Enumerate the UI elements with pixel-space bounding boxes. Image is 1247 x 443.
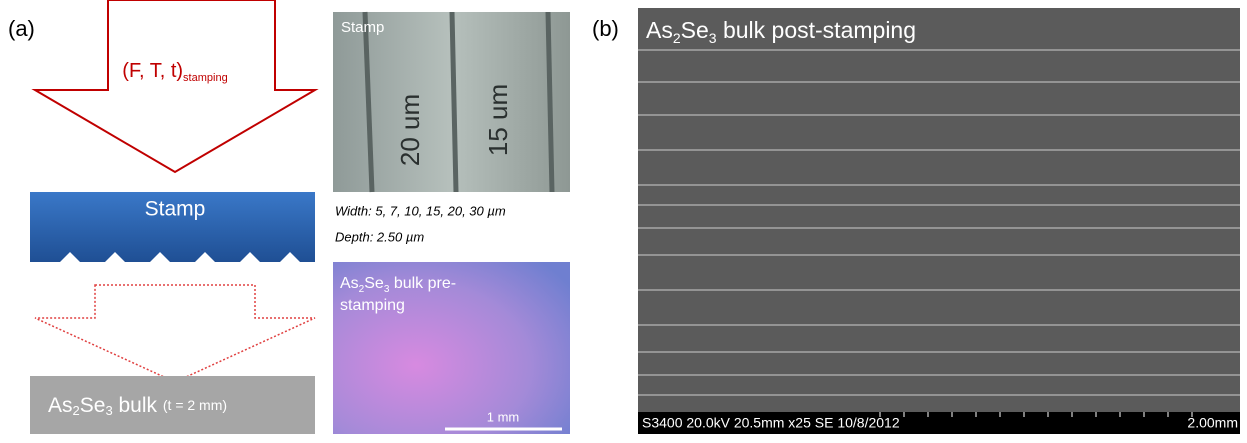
text-part: (t = 2 mm) (163, 397, 227, 413)
text-part: 2 (73, 403, 80, 418)
text-part: As (48, 394, 73, 417)
stamp-label: Stamp (145, 198, 206, 221)
text-part: 3 (105, 403, 112, 418)
figure: (a) (F, T, t)stamping Stamp As2Se3 bulk … (0, 0, 1247, 438)
release-arrow (35, 285, 315, 382)
pre-stamping-label: As2Se3 bulk pre- (340, 275, 456, 294)
text-part: Se (80, 394, 106, 417)
text-part: As (646, 17, 673, 43)
arrow-label-main: (F, T, t) (122, 60, 183, 82)
photo-label: Stamp (341, 19, 384, 36)
text-part: Se (364, 275, 384, 292)
text-part: 2 (673, 30, 681, 46)
photo-mark: 20 um (395, 94, 425, 166)
text-part: bulk (113, 394, 163, 417)
text-part: 3 (709, 30, 717, 46)
text-part: bulk pre- (389, 275, 456, 292)
sem-image (638, 8, 1240, 434)
sem-scale-label: 2.00mm (1187, 415, 1238, 431)
scale-bar-label: 1 mm (487, 409, 520, 424)
sem-info: S3400 20.0kV 20.5mm x25 SE 10/8/2012 (642, 415, 900, 431)
text-part: bulk post-stamping (717, 17, 916, 43)
text-part: As (340, 275, 359, 292)
force-arrow (35, 0, 315, 172)
arrow-label-sub: stamping (183, 72, 228, 84)
panel-label: (b) (592, 16, 619, 41)
pre-stamping-label: stamping (340, 297, 405, 314)
depth-text: Depth: 2.50 µm (335, 229, 424, 244)
width-text: Width: 5, 7, 10, 15, 20, 30 µm (335, 203, 506, 218)
panel-label: (a) (8, 16, 35, 41)
sem-title: As2Se3 bulk post-stamping (646, 17, 916, 46)
text-part: Se (681, 17, 709, 43)
photo-mark: 15 um (483, 84, 513, 156)
